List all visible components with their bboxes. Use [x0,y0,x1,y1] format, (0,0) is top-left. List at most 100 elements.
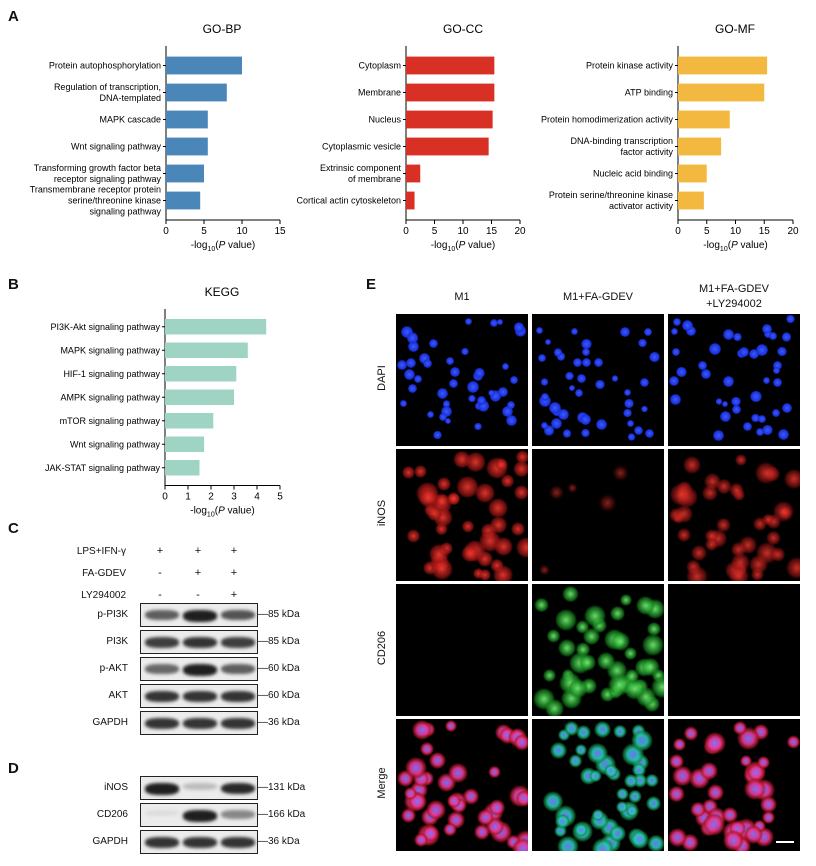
panel-letter-d: D [8,760,19,777]
bar [678,56,768,75]
bar [165,436,205,453]
cell [446,492,460,506]
cell [772,361,782,371]
cell [731,396,741,406]
cell [594,720,612,738]
cell [649,351,660,363]
cell [721,400,729,408]
cell [583,605,606,628]
cell [592,809,604,822]
cell [568,385,575,392]
cell [777,346,787,357]
cell [465,452,486,473]
cell [564,721,579,736]
cell [770,547,786,562]
bar [678,83,765,102]
cell [772,367,780,374]
cell [571,327,579,335]
cell [568,754,583,768]
cell [575,389,583,397]
cell [461,520,475,533]
blot-band [221,783,255,795]
micro-tile [668,584,800,716]
cell [619,326,630,337]
cell [397,360,408,370]
cell [762,514,774,526]
cell [565,372,574,381]
cell [582,357,592,367]
category-label: Extrinsic component of membrane [320,163,402,184]
panel-letter-a: A [8,8,19,25]
x-axis-label: -log10(P value) [703,240,768,253]
cell [401,326,413,339]
cell [647,622,661,636]
cell [540,378,549,386]
cell [697,360,707,370]
x-tick-label: 20 [514,226,526,237]
cell [596,418,608,430]
cell [400,400,408,408]
cell [429,338,439,348]
cell [505,415,517,427]
cell [556,351,566,361]
cell [611,463,631,483]
blot-label: p-PI3K [97,609,128,620]
cell [623,647,637,661]
bar [406,164,421,183]
panel-letter-b: B [8,276,19,293]
cell [496,318,503,325]
cell [623,678,646,700]
cell [583,628,600,645]
blot-band [183,664,217,676]
blot-band [221,637,255,648]
cell [413,464,428,478]
cell [766,531,781,546]
cell [704,537,719,552]
blot-band [221,837,255,849]
cell [512,460,528,478]
cell [627,789,642,804]
cell [581,338,592,349]
cell [574,743,588,757]
row-label: DAPI [376,365,388,391]
blot-band [145,664,179,674]
cell [488,389,495,397]
cell [682,320,694,332]
category-label: Transmembrane receptor protein serine/thr… [30,185,162,217]
kda-label: —131 kDa [258,782,306,793]
cell [743,777,766,800]
cell [613,724,628,739]
cell [403,369,415,381]
bar [678,110,730,129]
category-label: Protein serine/threonine kinase activator… [549,190,674,211]
cell [609,605,625,621]
cell [549,402,561,414]
cell [722,830,744,851]
x-tick-label: 0 [675,226,681,237]
cell [683,726,699,741]
blot-label: iNOS [104,782,128,793]
cell [548,483,566,501]
cell [715,398,723,405]
category-label: Protein kinase activity [586,61,674,71]
category-label: Protein homodimerization activity [541,115,674,125]
cell [669,483,692,506]
cell [489,390,501,402]
cell [538,563,551,577]
micro-tile [532,584,664,716]
category-label: Protein autophosphorylation [49,61,161,71]
condition-sign: - [158,589,162,601]
cell [742,422,752,432]
cell [645,429,655,439]
row-label: iNOS [376,499,388,527]
micro-tile [396,449,528,581]
cell [494,536,514,556]
cell [647,834,664,851]
x-tick-label: 20 [787,226,799,237]
blot-band [183,610,217,622]
cell [554,608,578,632]
cell [735,453,748,466]
condition-label: FA-GDEV [82,568,126,579]
blot-label: GAPDH [92,717,128,728]
cell [750,390,763,403]
